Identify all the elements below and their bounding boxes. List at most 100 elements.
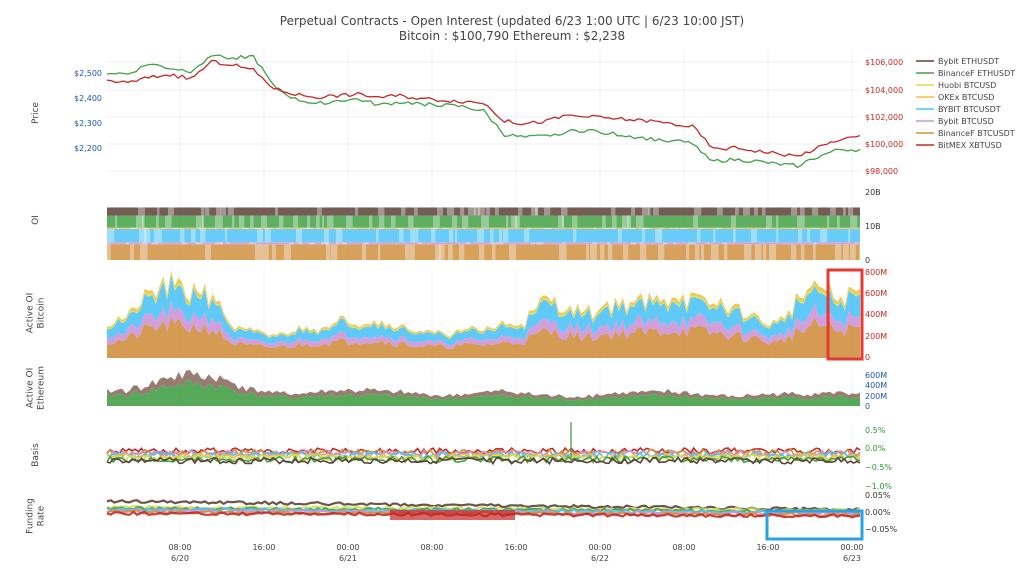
- oi-band-stripe: [275, 207, 279, 216]
- x-tick-date: 6/20: [171, 554, 189, 563]
- oi-band: [107, 207, 860, 216]
- oi-band-stripe: [762, 207, 766, 216]
- panel-ylabel-line: Rate: [37, 505, 47, 526]
- oi-band-stripe: [642, 229, 646, 243]
- active-oi-btc-layer: [107, 274, 860, 346]
- oi-band-stripe: [561, 207, 568, 216]
- oi-band-stripe: [623, 244, 629, 260]
- title-line-1: Perpetual Contracts - Open Interest (upd…: [279, 14, 745, 28]
- oi-band-stripe: [130, 244, 135, 260]
- oi-band-stripe: [198, 227, 206, 230]
- oi-band-stripe: [205, 207, 210, 216]
- oi-band-stripe: [157, 207, 160, 216]
- oi-band-stripe: [481, 215, 489, 228]
- oi-band-stripe: [324, 229, 329, 243]
- oi-band-stripe: [379, 215, 385, 228]
- oi-band-stripe: [418, 242, 422, 245]
- oi-band-stripe: [414, 207, 418, 216]
- oi-band-stripe: [277, 227, 280, 230]
- oi-band-stripe: [776, 215, 779, 228]
- oi-band-stripe: [449, 229, 454, 243]
- oi-band-stripe: [643, 227, 651, 230]
- oi-band-stripe: [763, 244, 767, 260]
- oi-band-stripe: [459, 244, 465, 260]
- oi-band-stripe: [733, 229, 736, 243]
- x-tick-date: 6/23: [843, 554, 861, 563]
- oi-band-stripe: [307, 227, 313, 230]
- oi-band: [107, 215, 860, 228]
- oi-band-stripe: [474, 207, 480, 216]
- oi-band-stripe: [562, 215, 565, 228]
- panel-ylabel: Active OI Bitcoin: [26, 293, 47, 333]
- panel-ylabel: Price: [31, 102, 41, 124]
- oi-band-stripe: [115, 215, 118, 228]
- oi-band-stripe: [220, 207, 227, 216]
- oi-band-stripe: [766, 215, 773, 228]
- oi-band-stripe: [622, 215, 630, 228]
- oi-band: [107, 244, 860, 260]
- panel-ylabel-line: Funding: [26, 498, 36, 534]
- oi-band-stripe: [180, 227, 183, 230]
- oi-band-stripe: [801, 244, 805, 260]
- oi-band: [107, 227, 860, 230]
- oi-band-stripe: [535, 207, 539, 216]
- oi-band-stripe: [414, 227, 420, 230]
- oi-band-stripe: [611, 227, 617, 230]
- panel-ylabel: Basis: [31, 443, 41, 467]
- legend-label: BinanceF BTCUSDT: [938, 129, 1015, 138]
- x-tick-time: 08:00: [672, 543, 695, 552]
- oi-band-stripe: [399, 229, 404, 243]
- oi-band-stripe: [827, 215, 830, 228]
- oi-band-stripe: [544, 207, 551, 216]
- oi-band-stripe: [195, 242, 202, 245]
- oi-band-stripe: [205, 244, 211, 260]
- oi-band-stripe: [608, 244, 613, 260]
- oi-band-stripe: [509, 244, 517, 260]
- oi-band-stripe: [289, 242, 294, 245]
- oi-band-stripe: [317, 207, 322, 216]
- oi-band-stripe: [697, 229, 701, 243]
- oi-band-stripe: [673, 242, 676, 245]
- btc-price-tick: $104,000: [865, 86, 903, 95]
- oi-band-stripe: [321, 242, 329, 245]
- oi-band-stripe: [130, 227, 138, 230]
- oi-band-stripe: [362, 244, 367, 260]
- oi-band-stripe: [642, 207, 649, 216]
- oi-band-stripe: [460, 207, 465, 216]
- oi-band-stripe: [154, 229, 162, 243]
- oi-band-stripe: [165, 215, 172, 228]
- oi-band-stripe: [448, 244, 453, 260]
- oi-band-stripe: [439, 244, 445, 260]
- oi-band-stripe: [800, 207, 805, 216]
- basis-tick: 0.5%: [865, 426, 886, 435]
- oi-band-stripe: [257, 229, 263, 243]
- oi-band-stripe: [680, 227, 687, 230]
- active-oi-eth-tick: 0: [865, 402, 870, 411]
- oi-band-stripe: [590, 244, 597, 260]
- oi-band-stripe: [316, 215, 320, 228]
- oi-band-stripe: [284, 244, 291, 260]
- oi-band-stripe: [249, 242, 257, 245]
- oi-band-stripe: [716, 227, 722, 230]
- x-tick-time: 16:00: [504, 543, 527, 552]
- oi-tick: 20B: [865, 188, 881, 197]
- oi-band-stripe: [486, 207, 491, 216]
- oi-band-stripe: [405, 244, 410, 260]
- oi-band-stripe: [531, 242, 535, 245]
- funding-line: [106, 499, 861, 512]
- oi-band-stripe: [447, 207, 455, 216]
- oi-band-stripe: [307, 215, 311, 228]
- oi-band-stripe: [629, 227, 636, 230]
- panel-ylabel-line: Bitcoin: [37, 298, 47, 329]
- oi-band-stripe: [463, 227, 466, 230]
- oi-band-stripe: [143, 227, 150, 230]
- oi-band-stripe: [830, 207, 836, 216]
- oi-band-stripe: [717, 207, 723, 216]
- oi-band-stripe: [293, 215, 299, 228]
- oi-band-stripe: [848, 229, 851, 243]
- oi-band-stripe: [182, 242, 188, 245]
- eth-price-tick: $2,400: [74, 94, 102, 103]
- oi-band-stripe: [301, 227, 309, 230]
- oi-band-stripe: [640, 242, 644, 245]
